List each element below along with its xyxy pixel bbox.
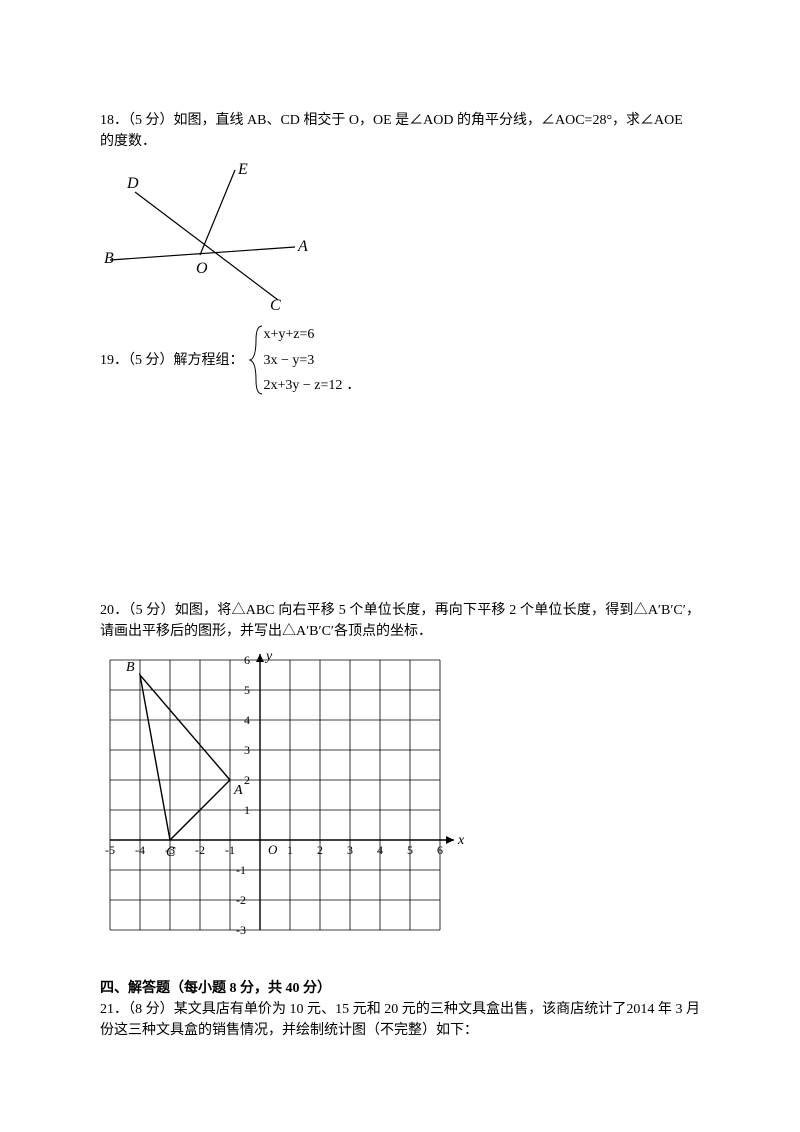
svg-text:3: 3 xyxy=(244,743,250,757)
svg-text:1: 1 xyxy=(287,843,293,857)
svg-text:5: 5 xyxy=(407,843,413,857)
svg-text:A: A xyxy=(297,238,308,255)
eq2: 3x − y=3 xyxy=(264,350,343,371)
svg-text:-2: -2 xyxy=(195,843,205,857)
svg-text:4: 4 xyxy=(244,713,250,727)
svg-text:6: 6 xyxy=(437,843,443,857)
svg-text:x: x xyxy=(457,833,465,848)
problem-19: 19．（5 分）解方程组： x+y+z=6 3x − y=3 2x+3y − z… xyxy=(100,324,700,396)
problem-20-text: 20．（5 分）如图，将△ABC 向右平移 5 个单位长度，再向下平移 2 个单… xyxy=(100,600,700,642)
section-4-heading: 四、解答题（每小题 8 分，共 40 分） xyxy=(100,978,700,999)
svg-text:-5: -5 xyxy=(105,843,115,857)
problem-21: 21．（8 分）某文具店有单价为 10 元、15 元和 20 元的三种文具盒出售… xyxy=(100,999,700,1041)
svg-text:B: B xyxy=(126,660,135,675)
problem-20: 20．（5 分）如图，将△ABC 向右平移 5 个单位长度，再向下平移 2 个单… xyxy=(100,600,700,960)
svg-text:4: 4 xyxy=(377,843,383,857)
svg-text:2: 2 xyxy=(244,773,250,787)
svg-text:A: A xyxy=(233,783,243,798)
eq1: x+y+z=6 xyxy=(264,324,343,345)
svg-text:B: B xyxy=(104,250,114,267)
svg-text:E: E xyxy=(237,161,248,178)
svg-text:y: y xyxy=(264,650,273,664)
problem-20-figure: xy-5-4-3-2-1123456-3-2-1123456OABC xyxy=(100,650,700,960)
problem-18-text: 18．（5 分）如图，直线 AB、CD 相交于 O，OE 是∠AOD 的角平分线… xyxy=(100,110,700,152)
svg-text:O: O xyxy=(196,260,208,277)
svg-text:-2: -2 xyxy=(236,893,246,907)
svg-text:O: O xyxy=(268,842,278,857)
svg-text:6: 6 xyxy=(244,653,250,667)
svg-text:C: C xyxy=(166,845,176,860)
svg-text:D: D xyxy=(126,175,139,192)
problem-19-prefix: 19．（5 分）解方程组： xyxy=(100,350,244,371)
svg-text:1: 1 xyxy=(244,803,250,817)
svg-text:5: 5 xyxy=(244,683,250,697)
problem-18: 18．（5 分）如图，直线 AB、CD 相交于 O，OE 是∠AOD 的角平分线… xyxy=(100,110,700,310)
problem-18-figure: B A D C E O xyxy=(100,160,700,310)
svg-text:-4: -4 xyxy=(135,843,145,857)
svg-text:3: 3 xyxy=(347,843,353,857)
svg-text:-1: -1 xyxy=(236,863,246,877)
svg-text:-1: -1 xyxy=(225,843,235,857)
problem-19-suffix: ． xyxy=(346,375,360,396)
svg-text:-3: -3 xyxy=(236,923,246,937)
eq3: 2x+3y − z=12 xyxy=(264,375,343,396)
svg-text:2: 2 xyxy=(317,843,323,857)
problem-21-text: 21．（8 分）某文具店有单价为 10 元、15 元和 20 元的三种文具盒出售… xyxy=(100,999,700,1041)
svg-text:C: C xyxy=(270,297,281,310)
